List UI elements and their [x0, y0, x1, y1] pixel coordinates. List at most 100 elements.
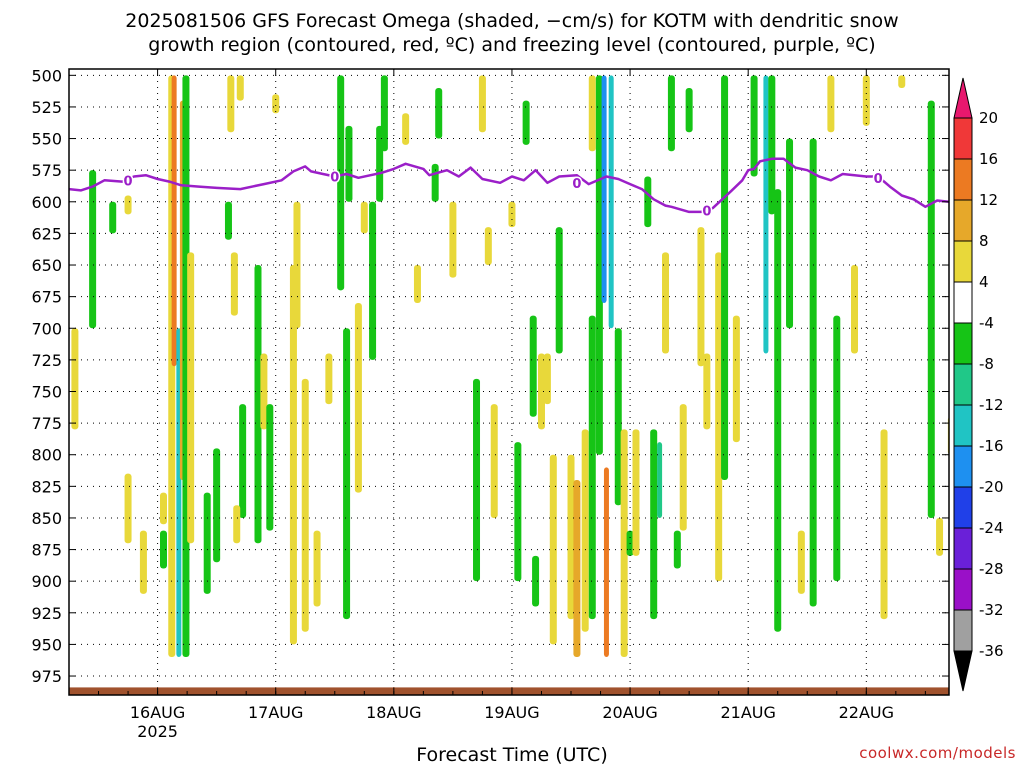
colorbar-segment-10 [953, 527, 973, 570]
omega-feature-20 [239, 404, 247, 518]
omega-feature-90 [827, 75, 835, 133]
omega-feature-34 [354, 302, 362, 493]
y-tick-label-13: 825 [31, 477, 62, 496]
y-tick-label-1: 525 [31, 98, 62, 117]
omega-feature-78 [697, 227, 705, 367]
x-tick-label-1: 17AUG [248, 703, 303, 722]
omega-feature-25 [272, 94, 280, 114]
y-tick-label-3: 575 [31, 161, 62, 180]
chart-title-line-2: growth region (contoured, red, ºC) and f… [148, 34, 876, 56]
omega-feature-63 [601, 75, 607, 303]
colorbar-tick-label-10: -24 [979, 519, 1004, 537]
x-axis-label: Forecast Time (UTC) [416, 744, 608, 766]
omega-feature-85 [768, 75, 776, 215]
omega-feature-73 [662, 252, 670, 354]
colorbar-segment-7 [953, 404, 973, 447]
terrain-surface [69, 687, 949, 695]
omega-feature-39 [402, 113, 410, 145]
omega-feature-33 [343, 328, 351, 620]
omega-shading [71, 75, 949, 658]
omega-feature-75 [673, 530, 681, 569]
omega-feature-96 [927, 100, 935, 518]
omega-feature-76 [679, 404, 687, 531]
omega-feature-83 [750, 75, 758, 177]
omega-feature-59 [581, 429, 589, 632]
omega-feature-1 [109, 201, 117, 234]
y-tick-label-6: 650 [31, 256, 62, 275]
y-tick-label-8: 700 [31, 319, 62, 338]
freezing-level-line [69, 157, 949, 214]
x-tick-label-2: 18AUG [366, 703, 421, 722]
y-tick-label-12: 800 [31, 446, 62, 465]
y-tick-label-18: 950 [31, 635, 62, 654]
y-tick-label-11: 775 [31, 414, 62, 433]
omega-feature-88 [797, 530, 805, 594]
colorbar-tick-label-1: 16 [979, 150, 998, 168]
omega-feature-23 [260, 353, 268, 430]
y-tick-label-5: 625 [31, 224, 62, 243]
colorbar-tick-label-5: -4 [979, 314, 994, 332]
colorbar-tick-label-8: -16 [979, 437, 1004, 455]
omega-feature-17 [230, 252, 238, 316]
x-axis: 16AUG 17AUG 18AUG 19AUG 20AUG 21AUG 22AUG 2025 [68, 69, 926, 741]
omega-feature-31 [337, 75, 345, 291]
colorbar: 20 16 12 8 4 -4 -8 -12 -16 -20 -24 -28 -32 -36 [953, 77, 1004, 692]
colorbar-tick-label-4: 4 [979, 273, 989, 291]
omega-feature-80 [715, 252, 723, 582]
omega-feature-77 [685, 87, 693, 133]
omega-feature-14 [203, 492, 211, 594]
omega-feature-19 [236, 75, 244, 101]
omega-feature-45 [478, 75, 486, 133]
x-year-label: 2025 [137, 722, 178, 741]
omega-feature-97 [936, 517, 944, 556]
omega-feature-47 [490, 404, 498, 518]
omega-feature-64 [603, 467, 609, 658]
omega-feature-72 [657, 442, 663, 518]
omega-feature-82 [732, 315, 740, 443]
omega-feature-69 [632, 429, 640, 556]
colorbar-bottom-triangle [953, 650, 973, 692]
omega-feature-27 [293, 201, 301, 329]
omega-feature-43 [449, 201, 457, 278]
omega-feature-93 [862, 75, 870, 126]
omega-feature-22 [254, 265, 262, 544]
colorbar-segment-11 [953, 568, 973, 611]
x-tick-label-5: 21AUG [720, 703, 775, 722]
omega-feature-71 [650, 429, 658, 620]
freezing-level-label-1: 0 [330, 170, 339, 185]
colorbar-segment-5 [953, 322, 973, 365]
y-tick-label-2: 550 [31, 130, 62, 149]
omega-feature-54 [543, 353, 551, 405]
colorbar-tick-label-9: -20 [979, 478, 1004, 496]
colorbar-tick-label-13: -36 [979, 642, 1004, 660]
omega-feature-15 [213, 448, 221, 563]
chart-title-line-1: 2025081506 GFS Forecast Omega (shaded, −… [125, 10, 899, 32]
gridlines [69, 69, 949, 695]
colorbar-segment-0 [953, 117, 973, 160]
y-tick-label-0: 500 [31, 66, 62, 85]
omega-feature-60 [588, 75, 596, 152]
omega-feature-5 [124, 473, 132, 544]
omega-feature-18 [227, 75, 235, 133]
omega-feature-70 [644, 176, 652, 228]
omega-feature-46 [484, 227, 492, 266]
y-tick-label-4: 600 [31, 193, 62, 212]
omega-feature-86 [774, 189, 782, 632]
colorbar-segment-8 [953, 445, 973, 488]
omega-feature-24 [266, 404, 274, 531]
colorbar-tick-label-7: -12 [979, 396, 1004, 414]
colorbar-tick-label-2: 12 [979, 191, 998, 209]
omega-feature-16 [224, 201, 232, 240]
colorbar-tick-label-12: -32 [979, 601, 1004, 619]
omega-feature-2 [124, 195, 132, 215]
omega-feature-81 [721, 75, 729, 481]
credit-link[interactable]: coolwx.com/models [859, 744, 1016, 762]
omega-feature-6 [139, 530, 147, 594]
colorbar-tick-label-11: -28 [979, 560, 1004, 578]
omega-feature-13 [187, 252, 195, 544]
omega-feature-30 [325, 353, 333, 405]
omega-feature-21 [233, 505, 241, 544]
omega-feature-56 [555, 227, 563, 354]
omega-feature-92 [851, 265, 859, 354]
